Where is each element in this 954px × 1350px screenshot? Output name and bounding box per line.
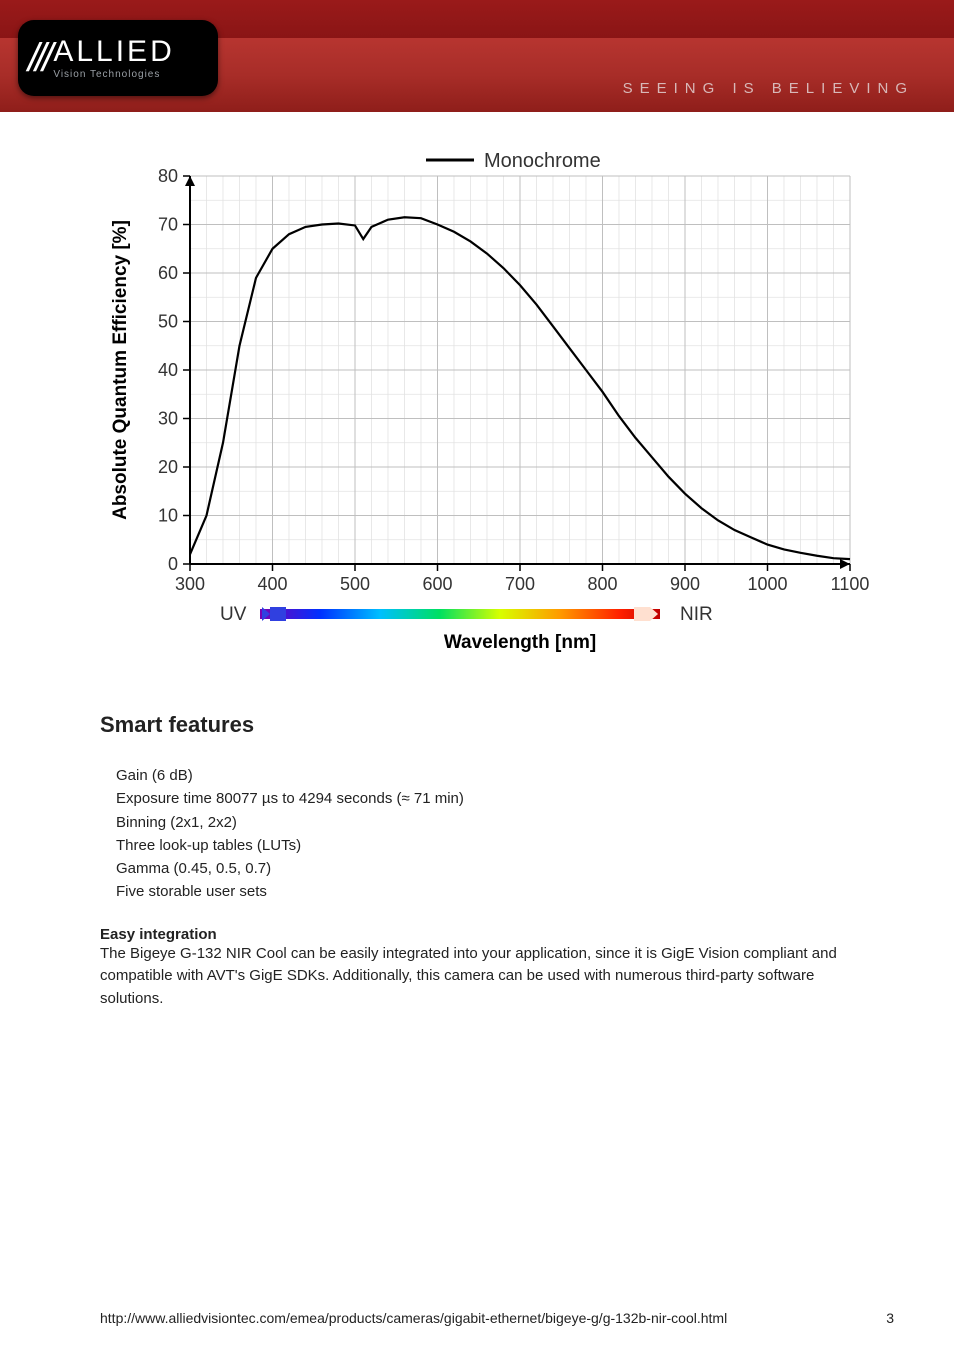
svg-text:500: 500 — [340, 574, 370, 594]
svg-text:60: 60 — [158, 263, 178, 283]
svg-text:700: 700 — [505, 574, 535, 594]
easy-integration-title: Easy integration — [100, 926, 854, 943]
svg-text:800: 800 — [587, 574, 617, 594]
svg-text:400: 400 — [257, 574, 287, 594]
tagline: SEEING IS BELIEVING — [623, 80, 914, 97]
easy-integration-body: The Bigeye G-132 NIR Cool can be easily … — [100, 943, 854, 1011]
logo-stripes-icon: /// — [28, 36, 49, 81]
list-item: Three look-up tables (LUTs) — [116, 834, 854, 857]
svg-text:50: 50 — [158, 312, 178, 332]
svg-text:0: 0 — [168, 554, 178, 574]
svg-text:10: 10 — [158, 506, 178, 526]
list-item: Binning (2x1, 2x2) — [116, 811, 854, 834]
svg-text:Wavelength [nm]: Wavelength [nm] — [444, 632, 596, 653]
header-main: /// ALLIED Vision Technologies SEEING IS… — [0, 38, 954, 112]
page-content: 300 400 500 600 700 800 900 1000 1100 0 10 20 30 40 50… — [0, 112, 954, 1010]
svg-text:600: 600 — [422, 574, 452, 594]
footer-url: http://www.alliedvisiontec.com/emea/prod… — [100, 1310, 727, 1326]
footer-page: 3 — [886, 1310, 894, 1326]
svg-text:NIR: NIR — [680, 604, 713, 625]
svg-text:Absolute Quantum Efficiency [%: Absolute Quantum Efficiency [%] — [110, 220, 131, 520]
list-item: Gain (6 dB) — [116, 764, 854, 787]
svg-text:1100: 1100 — [831, 574, 870, 594]
qe-chart: 300 400 500 600 700 800 900 1000 1100 0 10 20 30 40 50… — [100, 142, 870, 672]
svg-text:Monochrome: Monochrome — [484, 150, 601, 172]
svg-text:40: 40 — [158, 360, 178, 380]
svg-text:70: 70 — [158, 215, 178, 235]
svg-text:UV: UV — [220, 604, 247, 625]
svg-text:30: 30 — [158, 409, 178, 429]
logo-text: ALLIED — [53, 37, 174, 67]
list-item: Gamma (0.45, 0.5, 0.7) — [116, 857, 854, 880]
svg-text:300: 300 — [175, 574, 205, 594]
svg-text:1000: 1000 — [747, 574, 787, 594]
logo-subtext: Vision Technologies — [53, 69, 174, 80]
footer: http://www.alliedvisiontec.com/emea/prod… — [100, 1310, 894, 1326]
svg-text:900: 900 — [670, 574, 700, 594]
list-item: Exposure time 80077 µs to 4294 seconds (… — [116, 787, 854, 810]
feature-list: Gain (6 dB) Exposure time 80077 µs to 42… — [116, 764, 854, 904]
svg-text:80: 80 — [158, 166, 178, 186]
svg-text:20: 20 — [158, 457, 178, 477]
logo: /// ALLIED Vision Technologies — [18, 20, 218, 96]
list-item: Five storable user sets — [116, 880, 854, 903]
smart-features-title: Smart features — [100, 712, 854, 738]
